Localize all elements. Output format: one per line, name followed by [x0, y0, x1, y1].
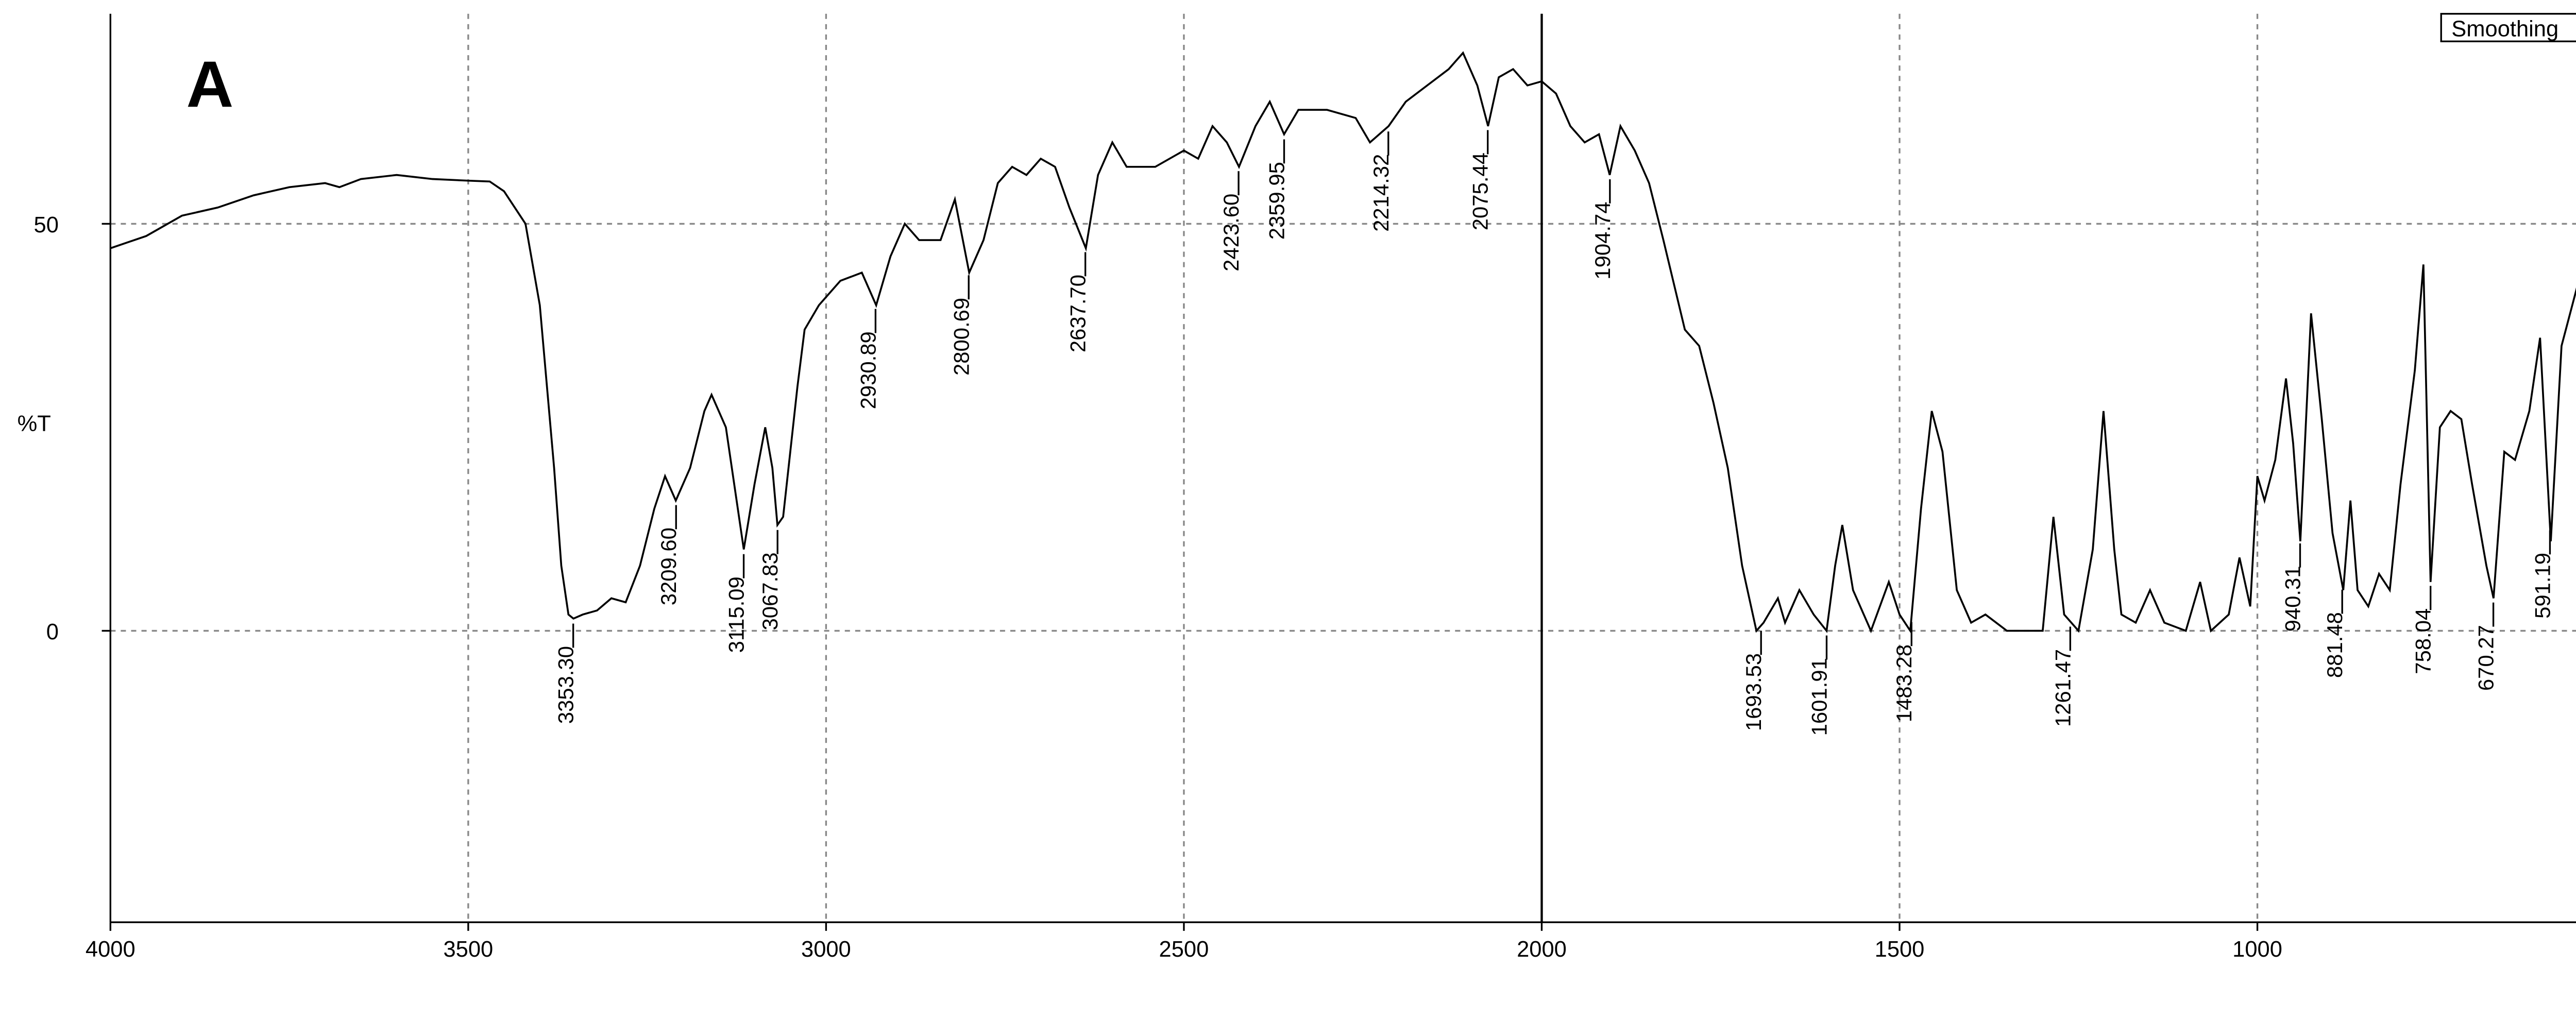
x-tick-label: 2000: [1517, 937, 1567, 962]
peak-label: 591.19: [2530, 553, 2554, 619]
legend-label: Smoothing: [2451, 16, 2558, 41]
peak-label: 3067.83: [758, 552, 782, 630]
peak-label: 1483.28: [1892, 644, 1916, 722]
peak-label: 881.48: [2323, 612, 2347, 678]
spectrum-line: [110, 51, 2576, 634]
peak-label: 2930.89: [856, 331, 880, 409]
y-axis-label: %T: [18, 412, 51, 436]
y-tick-label: 0: [46, 620, 59, 644]
x-tick-label: 2500: [1159, 937, 1209, 962]
peak-label: 758.04: [2411, 608, 2435, 674]
peak-label: 2075.44: [1468, 152, 1493, 230]
x-tick-label: 4000: [86, 937, 135, 962]
peak-label: 1693.53: [1741, 653, 1766, 731]
x-tick-label: 1500: [1875, 937, 1925, 962]
x-tick-label: 3000: [801, 937, 851, 962]
legend-box: [2440, 13, 2576, 42]
peak-label: 2359.95: [1264, 162, 1289, 240]
peak-label: 2637.70: [1066, 275, 1090, 352]
peak-label: 1601.91: [1807, 658, 1831, 736]
peak-label: 2214.32: [1369, 154, 1393, 232]
peak-label: 670.27: [2474, 625, 2498, 691]
y-tick-label: 50: [34, 213, 59, 237]
peak-label: 2423.60: [1219, 194, 1243, 271]
peak-label: 2800.69: [949, 298, 973, 376]
peak-label: 3353.30: [554, 646, 578, 724]
x-tick-label: 1000: [2232, 937, 2282, 962]
peak-label: 940.31: [2280, 566, 2304, 632]
peak-label: 1261.47: [2050, 649, 2075, 727]
panel-label: A: [187, 47, 234, 121]
peak-label: 3115.09: [724, 576, 749, 653]
x-tick-label: 3500: [443, 937, 493, 962]
legend: Smoothing: [2440, 13, 2576, 42]
peak-label: 3209.60: [656, 528, 681, 605]
peak-label: 1904.74: [1590, 202, 1615, 280]
